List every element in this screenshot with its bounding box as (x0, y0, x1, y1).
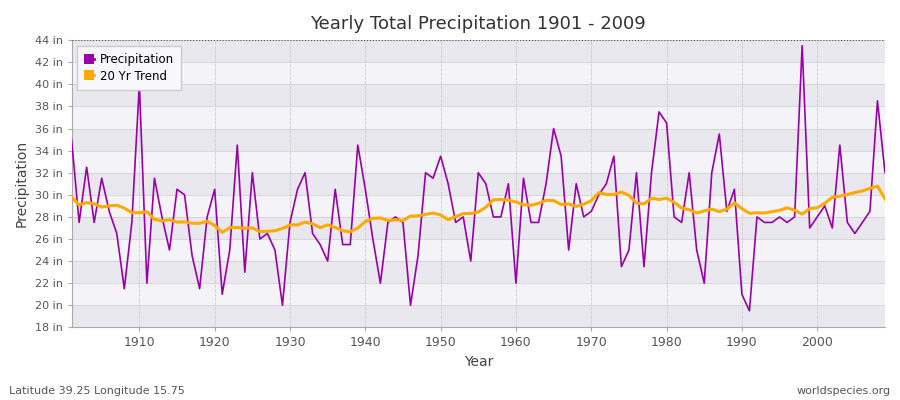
20 Yr Trend (510, 200, 521, 204)
20 Yr Trend (518, 202, 529, 207)
Bar (72, 217, 885, 239)
20 Yr Trend (300, 220, 310, 224)
Precipitation (292, 187, 303, 192)
Bar (72, 62, 885, 84)
Bar (72, 195, 885, 217)
Precipitation (601, 181, 612, 186)
Bar (72, 40, 885, 62)
20 Yr Trend (67, 195, 77, 200)
Precipitation (503, 181, 514, 186)
20 Yr Trend (126, 210, 137, 215)
20 Yr Trend (608, 192, 619, 197)
Precipitation (879, 170, 890, 175)
Bar (72, 173, 885, 195)
Precipitation (126, 220, 137, 225)
Precipitation (796, 43, 807, 48)
Y-axis label: Precipitation: Precipitation (15, 140, 29, 227)
Bar (72, 106, 885, 128)
Line: Precipitation: Precipitation (72, 46, 885, 311)
Precipitation (67, 137, 77, 142)
Title: Yearly Total Precipitation 1901 - 2009: Yearly Total Precipitation 1901 - 2009 (310, 15, 646, 33)
Bar (72, 128, 885, 151)
Bar (72, 305, 885, 328)
20 Yr Trend (217, 230, 228, 235)
20 Yr Trend (879, 196, 890, 201)
20 Yr Trend (345, 230, 356, 234)
Bar (72, 151, 885, 173)
Text: worldspecies.org: worldspecies.org (796, 386, 891, 396)
Legend: Precipitation, 20 Yr Trend: Precipitation, 20 Yr Trend (77, 46, 181, 90)
Line: 20 Yr Trend: 20 Yr Trend (72, 186, 885, 232)
Precipitation (510, 281, 521, 286)
Bar (72, 84, 885, 106)
Text: Latitude 39.25 Longitude 15.75: Latitude 39.25 Longitude 15.75 (9, 386, 184, 396)
Bar (72, 261, 885, 283)
Bar (72, 283, 885, 305)
Bar (72, 239, 885, 261)
Precipitation (744, 308, 755, 313)
Precipitation (338, 242, 348, 247)
20 Yr Trend (872, 184, 883, 188)
X-axis label: Year: Year (464, 355, 493, 369)
